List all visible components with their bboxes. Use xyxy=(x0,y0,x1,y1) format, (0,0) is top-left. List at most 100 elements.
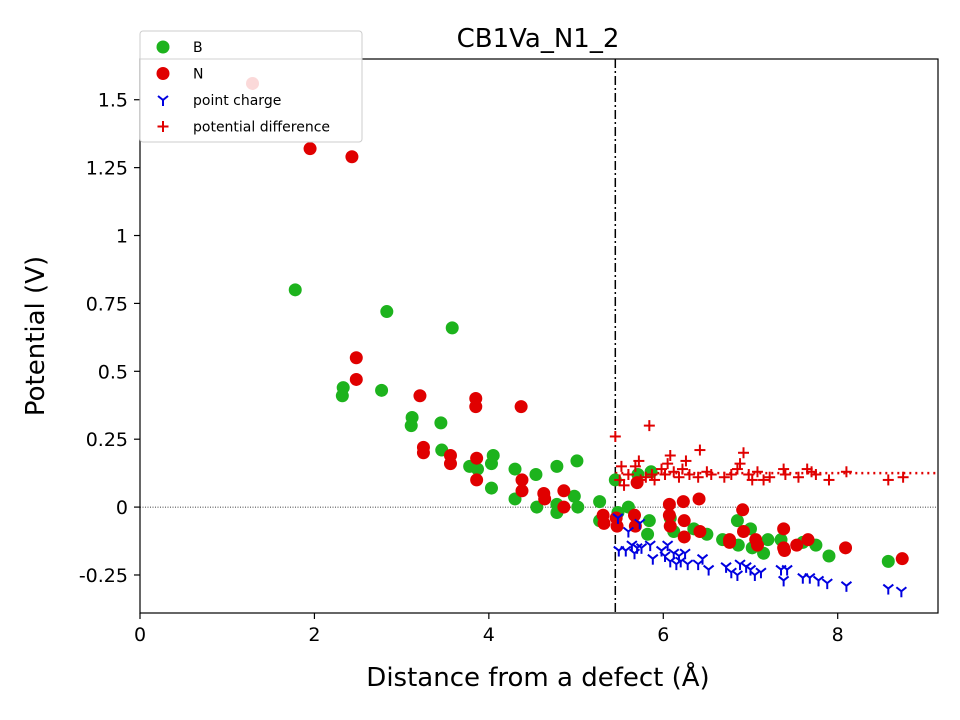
data-point xyxy=(677,514,691,528)
data-point xyxy=(659,551,671,562)
y-tick-label: 0 xyxy=(116,497,128,519)
tri-marker-left xyxy=(682,559,689,565)
tri-marker-left xyxy=(744,564,752,571)
data-point xyxy=(676,463,688,475)
data-point xyxy=(508,462,522,476)
tri-marker-left xyxy=(635,543,643,549)
data-point xyxy=(567,489,581,503)
data-point xyxy=(734,458,746,470)
data-point xyxy=(755,567,767,579)
tri-marker-left xyxy=(631,543,638,549)
tri-marker-right xyxy=(708,564,715,571)
tri-marker-left xyxy=(821,578,828,584)
tri-marker-right xyxy=(786,564,793,571)
data-point xyxy=(683,469,695,480)
data-point xyxy=(612,513,624,524)
tri-marker-right xyxy=(639,518,646,525)
legend-marker xyxy=(156,40,170,54)
tri-marker-left xyxy=(673,551,680,557)
tri-marker-left xyxy=(720,562,727,568)
plot-area xyxy=(140,59,938,613)
plot-frame xyxy=(139,58,939,614)
data-point xyxy=(530,500,544,514)
tri-marker-right xyxy=(749,564,757,571)
tri-marker-left xyxy=(628,548,636,555)
data-point xyxy=(609,430,621,442)
data-point xyxy=(413,389,427,403)
y-tick-label: 0.25 xyxy=(86,429,128,451)
data-point xyxy=(895,552,909,566)
tri-marker-left xyxy=(157,95,164,101)
data-point xyxy=(470,451,484,465)
tri-marker-left xyxy=(662,540,669,546)
tri-marker-right xyxy=(760,567,767,574)
data-point xyxy=(790,538,804,552)
data-point xyxy=(676,495,690,509)
data-point xyxy=(345,150,359,164)
data-point xyxy=(705,469,717,480)
tri-marker-right xyxy=(625,545,632,552)
tri-marker-left xyxy=(731,570,739,576)
tri-marker-left xyxy=(882,583,889,590)
tri-marker-left xyxy=(725,567,732,574)
data-point xyxy=(731,463,743,475)
tri-marker-left xyxy=(613,545,620,552)
legend-label: point charge xyxy=(193,93,281,109)
y-tick-label: 1.5 xyxy=(98,90,128,112)
tri-marker-left xyxy=(692,559,699,565)
data-point xyxy=(696,553,709,565)
data-point xyxy=(550,459,564,473)
tri-marker-left xyxy=(778,575,785,582)
tri-marker-left xyxy=(622,526,630,533)
legend-item: N xyxy=(156,67,203,83)
tri-marker-right xyxy=(783,575,790,582)
tri-marker-right xyxy=(826,578,833,584)
data-point xyxy=(659,469,671,480)
legend-label: potential difference xyxy=(193,120,330,136)
tri-marker-right xyxy=(887,583,894,590)
data-point xyxy=(677,530,691,544)
tri-marker-left xyxy=(675,556,682,563)
y-axis-title: Potential (V) xyxy=(21,256,51,416)
tri-marker-right xyxy=(817,575,825,582)
tri-marker-right xyxy=(617,513,624,519)
data-point xyxy=(633,455,645,467)
data-point xyxy=(750,538,764,552)
data-point xyxy=(471,462,485,476)
data-point xyxy=(812,575,825,587)
tri-marker-left xyxy=(659,551,666,557)
data-point xyxy=(610,519,624,533)
data-point xyxy=(840,466,852,478)
data-point xyxy=(349,372,363,386)
y-tick-label: 0.5 xyxy=(98,361,128,383)
x-tick-label: 2 xyxy=(308,624,320,646)
data-point xyxy=(720,562,732,573)
data-point xyxy=(635,543,648,554)
legend-box xyxy=(139,30,363,143)
data-point xyxy=(730,514,744,528)
data-point xyxy=(515,473,529,487)
tri-marker-left xyxy=(797,572,804,579)
legend-label: B xyxy=(193,40,203,56)
chart-title: CB1Va_N1_2 xyxy=(457,24,620,54)
data-point xyxy=(823,474,835,486)
data-point xyxy=(640,471,652,483)
data-point xyxy=(288,283,302,297)
tri-marker-right xyxy=(667,540,674,546)
legend-item: point charge xyxy=(157,93,281,109)
x-tick-label: 4 xyxy=(483,624,495,646)
data-point xyxy=(620,545,632,557)
data-point xyxy=(781,564,793,576)
data-point xyxy=(643,420,655,432)
y-tick-label: -0.25 xyxy=(79,565,128,587)
data-point xyxy=(738,447,750,459)
data-point xyxy=(303,142,317,156)
tri-marker-right xyxy=(640,543,648,549)
data-point xyxy=(778,575,790,587)
legend-marker xyxy=(157,95,169,106)
data-point xyxy=(622,469,634,480)
data-point xyxy=(618,479,630,491)
data-point xyxy=(615,460,627,472)
data-point xyxy=(571,500,585,514)
